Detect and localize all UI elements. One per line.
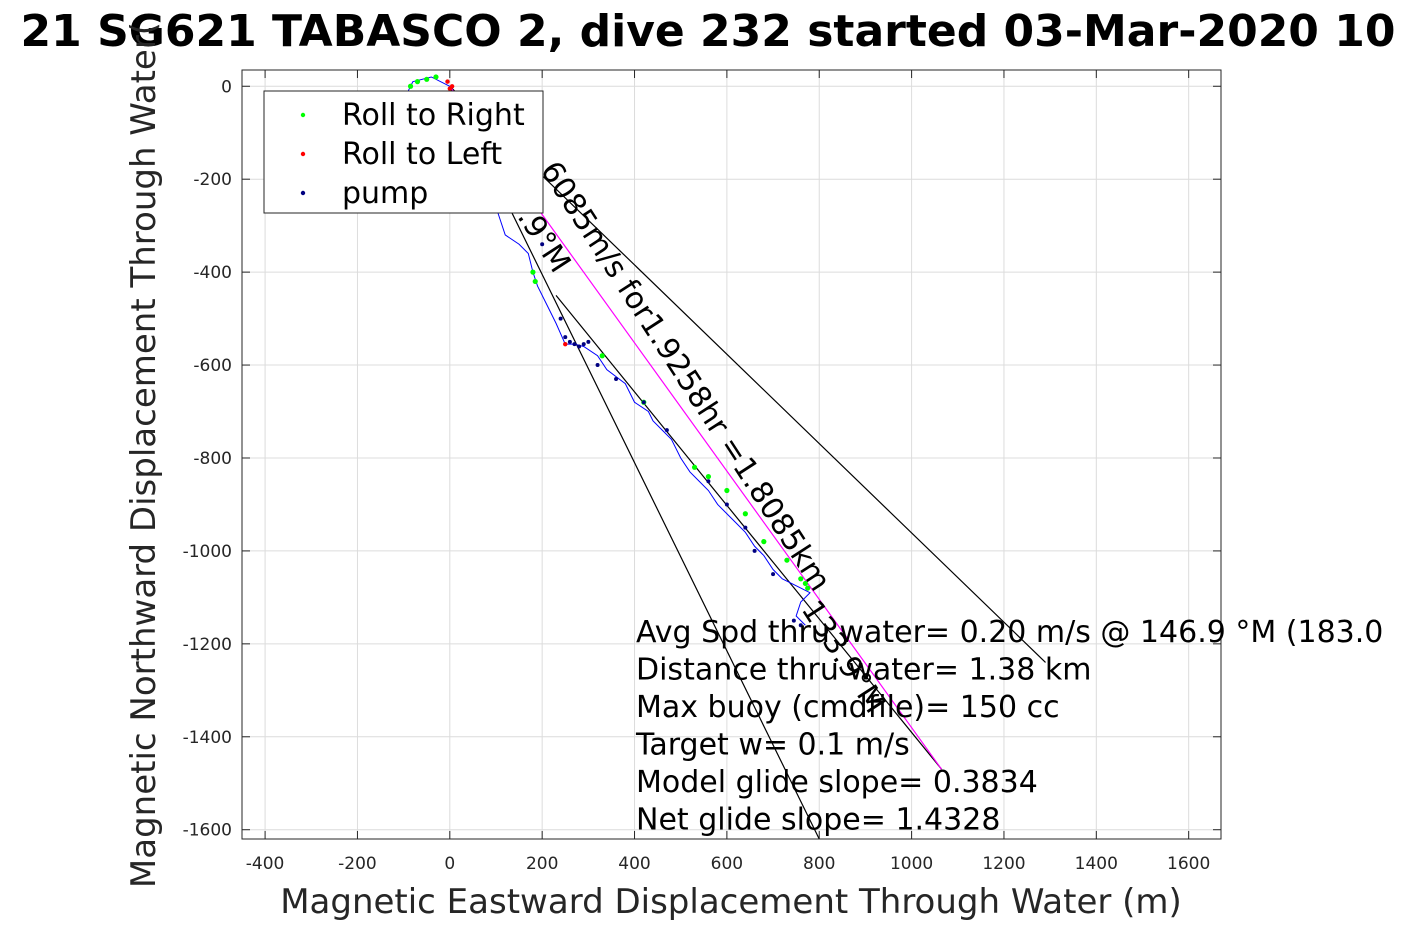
roll-right-point — [742, 511, 748, 517]
summary-line: Target w= 0.1 m/s — [635, 728, 910, 763]
x-tick-label: 1000 — [890, 854, 933, 874]
pump-point — [572, 342, 577, 347]
x-tick-label: 1600 — [1167, 854, 1210, 874]
pump-point — [664, 428, 669, 433]
legend-marker — [300, 190, 306, 196]
roll-right-point — [691, 464, 698, 470]
pump-point — [771, 572, 776, 577]
x-tick-label: -400 — [246, 854, 285, 874]
pump-point — [558, 316, 563, 321]
y-tick-label: -400 — [193, 263, 232, 283]
roll-right-point — [433, 74, 439, 80]
roll-left-point — [563, 341, 568, 347]
pump-point — [581, 342, 586, 347]
pump-point — [595, 363, 600, 368]
summary-line: Net glide slope= 1.4328 — [636, 803, 1000, 838]
pump-point — [563, 335, 568, 340]
summary-line: Model glide slope= 0.3834 — [636, 765, 1038, 800]
legend-label: Roll to Left — [342, 137, 502, 172]
x-tick-label: 0 — [444, 854, 455, 874]
y-tick-labels: 0 -200 -400 -600 -800 -1000 -1200 -1400 -1600 — [183, 77, 232, 840]
roll-right-point — [532, 278, 538, 285]
roll-right-point — [424, 76, 430, 82]
x-tick-label: 1200 — [982, 854, 1025, 874]
roll-right-point — [724, 487, 730, 494]
roll-right-point — [798, 576, 804, 582]
pump-point — [798, 623, 803, 628]
roll-left-point — [445, 79, 450, 84]
pump-point — [540, 242, 545, 247]
legend-label: pump — [342, 176, 428, 211]
pump-point — [577, 344, 582, 349]
x-tick-label: 1400 — [1075, 854, 1118, 874]
axes-box — [241, 69, 1222, 840]
legend-label: Roll to Right — [342, 98, 525, 133]
pump-point — [586, 339, 591, 344]
legend: Roll to Right Roll to Left pump — [263, 90, 544, 214]
axis-ticks — [242, 70, 1221, 839]
summary-line: Avg Spd thru water= 0.20 m/s @ 146.9 °M … — [636, 615, 1383, 650]
x-tick-label: 200 — [526, 854, 558, 874]
legend-marker — [300, 112, 306, 118]
legend-box — [263, 90, 544, 214]
roll-right-point — [705, 473, 712, 480]
roll-left-point — [447, 86, 453, 91]
x-tick-label: 800 — [803, 854, 835, 874]
pump-point — [614, 376, 619, 381]
y-tick-label: -1600 — [183, 821, 232, 841]
roll-right-point — [414, 79, 421, 85]
roll-right-point — [805, 585, 811, 591]
x-tick-label: 600 — [711, 854, 743, 874]
x-axis-label: Magnetic Eastward Displacement Through W… — [280, 882, 1182, 922]
dive-summary-text: Avg Spd thru water= 0.20 m/s @ 146.9 °M … — [635, 615, 1383, 838]
x-tick-label: 400 — [618, 854, 650, 874]
y-tick-label: -1200 — [183, 635, 232, 655]
legend-marker — [300, 151, 306, 157]
chart-title: 21 SG621 TABASCO 2, dive 232 started 03-… — [21, 6, 1396, 57]
roll-right-point — [761, 539, 767, 545]
y-axis-label: Magnetic Northward Displacement Through … — [124, 22, 164, 888]
y-tick-label: -600 — [193, 356, 232, 376]
pump-point — [567, 339, 572, 344]
pump-point — [743, 525, 748, 530]
roll-right-point — [784, 557, 790, 563]
x-tick-labels: -400 -200 0 200 400 600 800 1000 1200 1400 1600 — [246, 854, 1211, 874]
pump-point — [641, 400, 646, 405]
summary-line: Distance thru water= 1.38 km — [636, 653, 1091, 688]
y-tick-label: -1400 — [183, 728, 232, 748]
y-tick-label: -200 — [193, 170, 232, 190]
y-tick-label: -800 — [193, 449, 232, 469]
y-tick-label: -1000 — [183, 542, 232, 562]
pump-point — [791, 618, 796, 623]
summary-line: Max buoy (cmdfile)= 150 cc — [636, 690, 1060, 725]
heading-line-2 — [449, 85, 1046, 663]
pump-point — [752, 548, 757, 553]
roll-right-point — [802, 580, 808, 587]
pump-point — [706, 479, 711, 484]
x-tick-label: -200 — [338, 854, 377, 874]
roll-right-point — [599, 353, 605, 359]
heading-line-3 — [555, 294, 943, 770]
y-tick-label: 0 — [221, 77, 232, 97]
roll-right-point — [407, 83, 414, 89]
pump-point — [724, 502, 729, 507]
roll-right-point — [530, 269, 536, 275]
